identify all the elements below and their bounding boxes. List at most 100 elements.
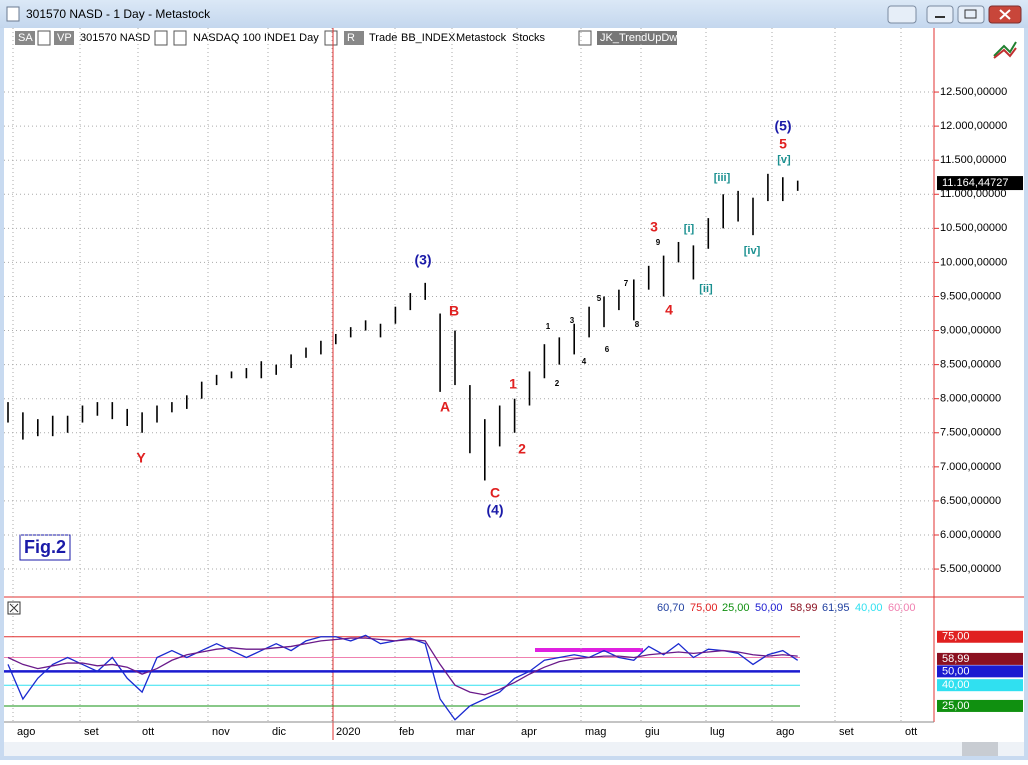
x-tick-label: ott bbox=[905, 726, 917, 738]
wave-label: 7 bbox=[624, 279, 629, 288]
x-tick-label: ott bbox=[142, 726, 154, 738]
y-tick-label: 10.000,00000 bbox=[940, 256, 1007, 268]
scrollbar[interactable] bbox=[4, 742, 1024, 756]
x-tick-label: set bbox=[84, 726, 99, 738]
scrollbar-thumb[interactable] bbox=[962, 742, 998, 756]
indicator-header-value: 61,95 bbox=[822, 602, 850, 614]
last-price-box bbox=[937, 176, 1023, 191]
y-tick-label: 6.000,00000 bbox=[940, 529, 1001, 541]
y-tick-label: 10.500,00000 bbox=[940, 222, 1007, 234]
toolbar-dropdown[interactable] bbox=[37, 30, 51, 46]
toolbar-item[interactable]: R bbox=[347, 32, 355, 44]
x-tick-label: mag bbox=[585, 726, 606, 738]
indicator-value-box bbox=[937, 679, 1023, 692]
window-title: 301570 NASD - 1 Day - Metastock bbox=[26, 7, 211, 21]
wave-label: [v] bbox=[777, 154, 791, 166]
x-tick-label: 2020 bbox=[336, 726, 360, 738]
wave-label: 6 bbox=[605, 345, 610, 354]
indicator-value-label: 40,00 bbox=[942, 679, 970, 691]
x-tick-label: dic bbox=[272, 726, 287, 738]
wave-label: 4 bbox=[582, 357, 587, 366]
indicator-value-label: 75,00 bbox=[942, 631, 970, 643]
toolbar-item[interactable]: BB_INDEX bbox=[401, 32, 456, 44]
wave-label: 1 bbox=[546, 322, 551, 331]
wave-label: 5 bbox=[597, 294, 602, 303]
x-tick-label: nov bbox=[212, 726, 230, 738]
close-glyph bbox=[999, 9, 1011, 20]
toolbar-dropdown[interactable] bbox=[154, 30, 168, 46]
x-tick-label: lug bbox=[710, 726, 725, 738]
toolbar-item[interactable]: 301570 NASD bbox=[80, 32, 150, 44]
toolbar-dropdown[interactable] bbox=[173, 30, 187, 46]
wave-label: 3 bbox=[570, 316, 575, 325]
toolbar-item[interactable]: SA bbox=[18, 32, 33, 44]
indicator-value-box bbox=[937, 699, 1023, 712]
toolbar-item[interactable]: Stocks bbox=[512, 32, 546, 44]
wave-label: Y bbox=[136, 450, 146, 466]
wave-label: (4) bbox=[486, 502, 503, 518]
toolbar: SA VP 301570 NASD NASDAQ 100 INDE 1 Day R Trad… bbox=[15, 30, 677, 46]
window-buttons[interactable] bbox=[887, 5, 1022, 24]
indicator-header-value: 25,00 bbox=[722, 602, 750, 614]
indicator-header-value: 75,00 bbox=[690, 602, 718, 614]
indicator-line bbox=[7, 637, 798, 696]
toolbar-button[interactable] bbox=[15, 31, 35, 45]
toolbar-item[interactable]: 1 Day bbox=[290, 32, 319, 44]
wave-label: [ii] bbox=[699, 283, 713, 295]
title-bar bbox=[0, 0, 1028, 28]
indicator-header-value: 60,00 bbox=[888, 602, 916, 614]
maximize-glyph bbox=[964, 9, 977, 19]
toolbar-dropdown[interactable] bbox=[578, 30, 592, 46]
y-tick-label: 7.000,00000 bbox=[940, 461, 1001, 473]
chart-area bbox=[4, 28, 1024, 756]
indicator-value-box bbox=[937, 665, 1023, 678]
wave-label: B bbox=[449, 303, 459, 319]
y-tick-label: 11.000,00000 bbox=[940, 188, 1006, 200]
wave-label: (3) bbox=[414, 252, 431, 268]
toolbar-item[interactable]: Metastock bbox=[456, 32, 507, 44]
toolbar-button[interactable] bbox=[54, 31, 74, 45]
toolbar-item[interactable]: Trade bbox=[369, 32, 397, 44]
wave-label: 9 bbox=[656, 238, 661, 247]
indicator-value-box bbox=[937, 652, 1023, 665]
wave-label: 4 bbox=[665, 302, 673, 318]
toolbar-dropdown[interactable] bbox=[324, 30, 338, 46]
minimize-button[interactable] bbox=[926, 5, 954, 24]
indicator-header-value: 60,70 bbox=[657, 602, 685, 614]
x-tick-label: set bbox=[839, 726, 854, 738]
toolbar-button[interactable] bbox=[344, 31, 364, 45]
toolbar-button[interactable] bbox=[597, 31, 677, 45]
y-tick-label: 8.000,00000 bbox=[940, 393, 1001, 405]
wave-label: 5 bbox=[779, 136, 787, 152]
figure-label-box bbox=[19, 534, 71, 561]
wave-label: 3 bbox=[650, 219, 658, 235]
toolbar-item[interactable]: NASDAQ 100 INDE bbox=[193, 32, 290, 44]
x-tick-label: feb bbox=[399, 726, 414, 738]
wave-label: C bbox=[490, 485, 500, 501]
indicator-header-value: 40,00 bbox=[855, 602, 883, 614]
restore-chart-button[interactable] bbox=[887, 5, 917, 24]
y-tick-label: 6.500,00000 bbox=[940, 495, 1001, 507]
trend-icon[interactable] bbox=[993, 41, 1017, 59]
window-icon bbox=[6, 6, 20, 22]
toolbar-item[interactable]: JK_TrendUpDw bbox=[600, 32, 677, 44]
x-tick-label: ago bbox=[17, 726, 35, 738]
indicator-value-label: 25,00 bbox=[942, 700, 970, 712]
wave-label: 2 bbox=[518, 441, 526, 457]
wave-label: [i] bbox=[684, 223, 695, 235]
indicator-close-glyph bbox=[9, 603, 19, 613]
y-tick-label: 12.500,00000 bbox=[940, 86, 1007, 98]
y-tick-label: 8.500,00000 bbox=[940, 359, 1001, 371]
wave-label: 2 bbox=[555, 379, 560, 388]
trend-icon-line bbox=[993, 41, 1017, 57]
last-price-label: 11.164,44727 bbox=[942, 177, 1008, 189]
toolbar-item[interactable]: VP bbox=[57, 32, 72, 44]
wave-label: A bbox=[440, 399, 450, 415]
maximize-button[interactable] bbox=[957, 5, 985, 24]
wave-label: 8 bbox=[635, 320, 640, 329]
indicator-header-value: 58,99 bbox=[790, 602, 818, 614]
x-tick-label: mar bbox=[456, 726, 475, 738]
indicator-value-label: 58,99 bbox=[942, 653, 970, 665]
x-tick-label: ago bbox=[776, 726, 794, 738]
